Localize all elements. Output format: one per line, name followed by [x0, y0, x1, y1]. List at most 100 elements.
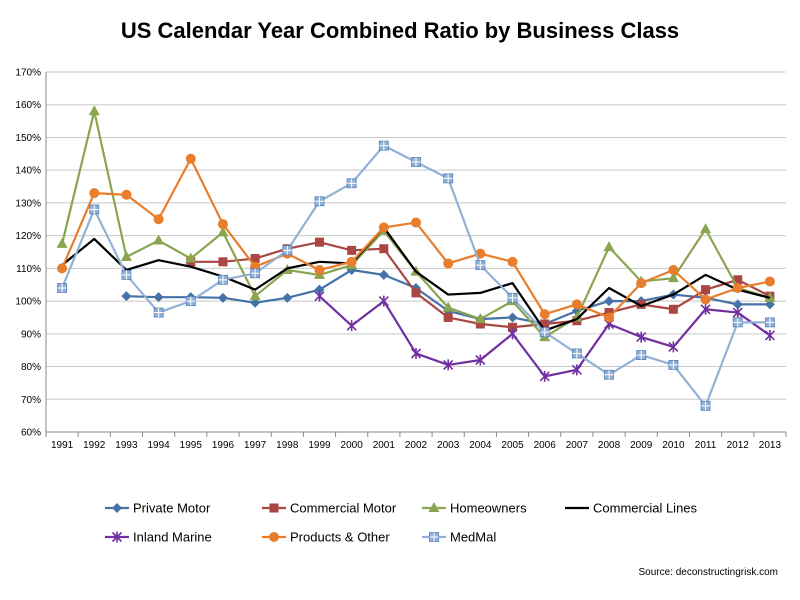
legend-marker-homeowners — [428, 502, 440, 512]
point-private-motor — [314, 284, 325, 295]
point-commercial-motor — [733, 275, 743, 285]
point-homeowners — [667, 272, 679, 283]
point-commercial-motor — [347, 245, 357, 255]
point-homeowners — [442, 301, 454, 312]
x-tick-label: 1998 — [276, 440, 299, 451]
point-inland-marine — [443, 359, 454, 371]
point-medmal-cross — [282, 245, 292, 255]
x-tick-label: 1995 — [180, 440, 203, 451]
x-tick-label: 2004 — [469, 440, 492, 451]
point-homeowners — [474, 313, 486, 324]
point-medmal-cross — [89, 204, 99, 214]
y-tick-label: 90% — [21, 329, 41, 340]
x-tick-label: 1992 — [83, 440, 106, 451]
series-line-commercial-lines — [61, 226, 771, 332]
point-inland-marine — [732, 307, 743, 319]
point-products-other — [571, 299, 582, 310]
point-inland-marine — [475, 354, 486, 366]
point-products-other — [314, 265, 325, 275]
x-tick-label: 2003 — [437, 440, 460, 451]
point-inland-marine — [314, 290, 325, 302]
x-tick-label: 1994 — [147, 440, 170, 451]
point-medmal-cross — [572, 348, 582, 358]
x-tick-label: 2005 — [501, 440, 524, 451]
x-tick-label: 2012 — [727, 440, 750, 451]
point-inland-marine — [764, 329, 775, 341]
point-commercial-motor — [540, 319, 550, 329]
legend-label-inland-marine: Inland Marine — [133, 530, 212, 545]
point-medmal-cross — [154, 308, 164, 318]
point-homeowners — [153, 234, 165, 245]
point-products-other — [217, 219, 228, 230]
point-private-motor — [250, 297, 261, 308]
x-tick-label: 1991 — [51, 440, 74, 451]
point-products-other — [185, 153, 196, 164]
y-tick-label: 150% — [15, 133, 41, 144]
point-private-motor — [507, 312, 518, 323]
point-products-other — [411, 217, 421, 228]
point-inland-marine — [378, 295, 389, 307]
point-private-motor — [153, 292, 164, 303]
point-medmal-cross — [121, 270, 131, 280]
legend-marker-private-motor — [112, 503, 122, 513]
point-medmal-cross — [250, 268, 260, 278]
y-tick-label: 160% — [15, 100, 41, 111]
point-homeowners — [217, 226, 229, 237]
y-tick-label: 120% — [15, 231, 41, 242]
point-products-other — [121, 189, 132, 200]
x-tick-label: 2009 — [630, 440, 653, 451]
legend-marker-inland-marine — [111, 531, 123, 543]
y-tick-label: 170% — [15, 68, 41, 79]
point-medmal-cross — [508, 293, 518, 303]
point-products-other — [732, 283, 743, 293]
x-tick-label: 1997 — [244, 440, 267, 451]
point-medmal-cross — [218, 275, 228, 285]
x-tick-label: 2007 — [566, 440, 589, 451]
point-medmal-cross — [475, 260, 485, 270]
point-medmal-cross — [733, 317, 743, 327]
point-inland-marine — [571, 364, 582, 376]
x-tick-label: 2000 — [341, 440, 364, 451]
x-tick-label: 2013 — [759, 440, 782, 451]
point-homeowners — [88, 105, 100, 116]
point-commercial-motor — [411, 288, 421, 298]
x-tick-label: 2011 — [695, 440, 717, 451]
point-products-other — [636, 278, 647, 289]
y-tick-label: 140% — [15, 166, 41, 177]
point-commercial-motor — [475, 319, 485, 329]
point-inland-marine — [346, 320, 357, 332]
legend-marker-products-other — [269, 532, 279, 542]
point-products-other — [700, 294, 711, 305]
legend-marker-medmal-cross — [429, 532, 439, 542]
legend-label-medmal: MedMal — [450, 530, 496, 545]
point-medmal-cross — [347, 178, 357, 188]
y-tick-label: 60% — [21, 428, 41, 439]
legend-marker-commercial-motor — [269, 503, 279, 513]
point-commercial-motor — [701, 285, 711, 295]
point-private-motor — [378, 269, 389, 280]
x-tick-label: 1999 — [308, 440, 331, 451]
legend-label-private-motor: Private Motor — [133, 501, 211, 516]
point-medmal-cross — [314, 196, 324, 206]
point-inland-marine — [507, 328, 518, 340]
point-homeowners — [603, 241, 615, 252]
y-tick-label: 100% — [15, 297, 41, 308]
y-tick-label: 130% — [15, 198, 41, 209]
point-medmal-cross — [443, 173, 453, 183]
point-commercial-motor — [668, 304, 678, 314]
point-inland-marine — [636, 331, 647, 343]
x-tick-label: 1993 — [115, 440, 138, 451]
point-medmal-cross — [411, 157, 421, 167]
point-private-motor — [732, 299, 743, 310]
point-private-motor — [604, 296, 615, 307]
x-tick-label: 2002 — [405, 440, 428, 451]
x-tick-label: 2001 — [373, 440, 396, 451]
point-inland-marine — [410, 347, 422, 359]
point-products-other — [507, 256, 518, 267]
point-homeowners — [249, 290, 261, 301]
point-homeowners — [700, 223, 712, 234]
point-commercial-motor — [250, 254, 260, 264]
point-products-other — [668, 265, 679, 275]
point-medmal-cross — [186, 296, 196, 306]
